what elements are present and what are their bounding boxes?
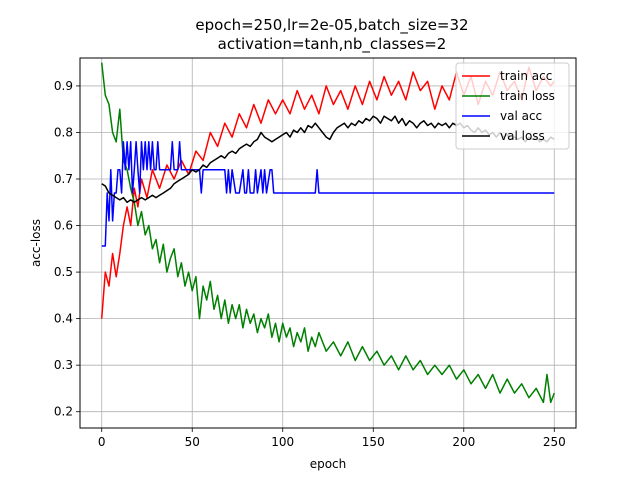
chart-title-line1: epoch=250,lr=2e-05,batch_size=32 [195, 16, 468, 35]
chart-title-line2: activation=tanh,nb_classes=2 [218, 35, 447, 54]
x-tick-label: 0 [98, 435, 106, 449]
y-tick-label: 0.7 [54, 172, 73, 186]
y-tick-label: 0.2 [54, 405, 73, 419]
y-axis-label: acc-loss [29, 219, 43, 267]
y-tick-label: 0.5 [54, 265, 73, 279]
legend: train acc train loss val acc val loss [455, 62, 570, 150]
legend-box [455, 62, 570, 150]
legend-label: val loss [500, 129, 545, 143]
y-tick-label: 0.6 [54, 219, 73, 233]
grid-lines [80, 58, 576, 428]
x-tick-label: 50 [185, 435, 200, 449]
y-tick-label: 0.4 [54, 312, 73, 326]
y-tick-label: 0.8 [54, 125, 73, 139]
plot-frame [79, 57, 577, 429]
x-tick-label: 250 [543, 435, 566, 449]
axis-ticks: 0 50 100 150 200 250 0.2 0.3 0.4 0.5 0.6 0.7 0.8 0.9 [54, 79, 566, 449]
x-tick-label: 150 [362, 435, 385, 449]
y-tick-label: 0.3 [54, 358, 73, 372]
legend-label: train loss [500, 89, 555, 103]
series-line-train-loss [100, 62, 555, 404]
y-tick-label: 0.9 [54, 79, 73, 93]
x-tick-label: 200 [452, 435, 475, 449]
x-axis-label: epoch [310, 457, 347, 471]
x-tick-label: 100 [271, 435, 294, 449]
legend-label: train acc [500, 69, 552, 83]
legend-label: val acc [500, 109, 542, 123]
